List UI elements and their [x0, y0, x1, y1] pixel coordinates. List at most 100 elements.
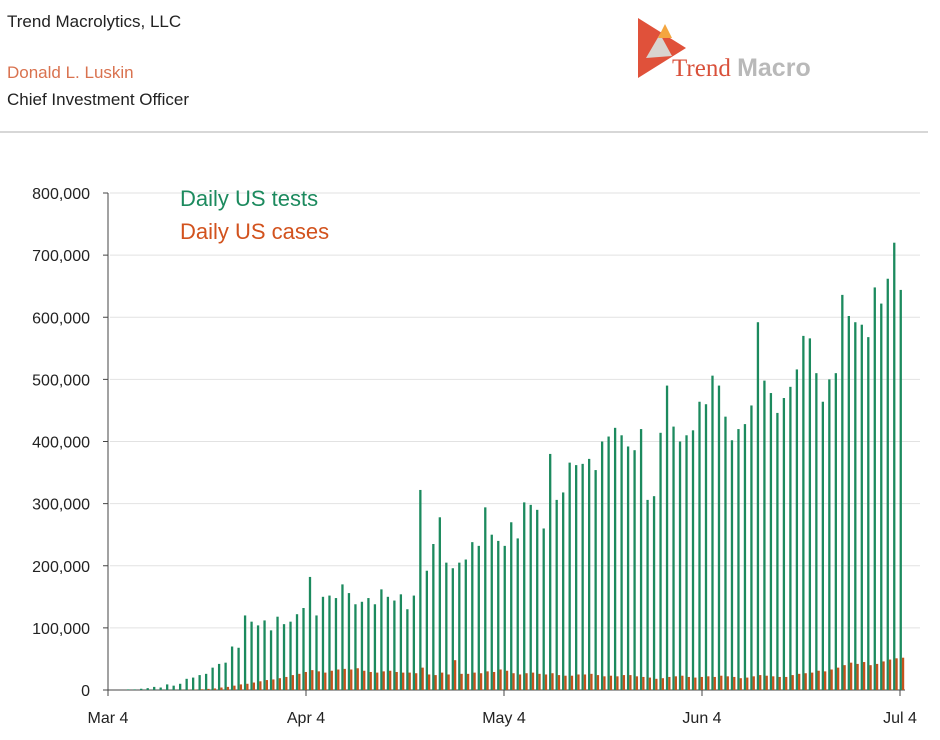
- cases-bar: [324, 672, 327, 690]
- tests-bar: [516, 538, 519, 690]
- tests-bar: [250, 621, 253, 690]
- cases-bar: [233, 685, 236, 690]
- tests-bar: [529, 504, 532, 690]
- cases-bar: [733, 676, 736, 690]
- cases-bar: [408, 672, 411, 690]
- tests-bar: [607, 436, 610, 690]
- cases-bar: [694, 677, 697, 690]
- tests-bar: [438, 517, 441, 690]
- tests-bar: [295, 614, 299, 690]
- tests-bar: [166, 684, 169, 690]
- author-role: Chief Investment Officer: [7, 90, 190, 109]
- cases-bar: [440, 672, 444, 690]
- cases-bar: [207, 688, 210, 690]
- tests-bar: [581, 463, 584, 690]
- cases-bar: [901, 657, 905, 690]
- y-tick-label: 0: [81, 683, 90, 700]
- tests-bar: [886, 278, 889, 690]
- tests-bar: [795, 369, 799, 690]
- tests-bar: [717, 385, 721, 690]
- cases-bar: [278, 678, 281, 690]
- header-divider: [0, 131, 928, 133]
- cases-bar: [668, 676, 671, 690]
- tests-bar: [204, 673, 208, 690]
- tests-cases-chart: 0 100,000 200,000 300,000 400,000 500,000 600,…: [32, 186, 920, 727]
- tests-bar: [224, 662, 227, 690]
- tests-bar: [659, 432, 662, 690]
- tests-bar: [873, 287, 876, 690]
- cases-bar: [875, 663, 879, 690]
- cases-bar: [369, 671, 372, 690]
- tests-bar: [477, 545, 480, 690]
- cases-bar: [434, 675, 437, 690]
- tests-bar: [633, 450, 636, 690]
- cases-bar: [291, 675, 294, 690]
- cases-bar: [486, 671, 489, 690]
- tests-bar: [594, 470, 597, 690]
- cases-bar: [681, 675, 684, 690]
- tests-bar: [159, 687, 162, 690]
- cases-bar: [337, 669, 340, 690]
- tests-bar: [185, 678, 188, 690]
- tests-bar: [646, 499, 649, 690]
- cases-bar: [492, 671, 496, 690]
- tests-bar: [386, 596, 390, 690]
- logo-wordmark: Trend Macro: [672, 54, 811, 83]
- cases-bar: [570, 675, 574, 690]
- cases-bar: [304, 671, 307, 690]
- cases-bar: [843, 665, 846, 690]
- cases-bar: [311, 670, 314, 690]
- tests-bar: [802, 335, 805, 690]
- tests-bar: [334, 598, 338, 690]
- tests-bar: [237, 647, 240, 690]
- tests-bar: [289, 621, 292, 690]
- tests-bar: [860, 324, 863, 690]
- tests-bar: [626, 446, 630, 690]
- tests-bar: [445, 562, 448, 690]
- x-tick-label: Jun 4: [682, 710, 721, 727]
- tests-bar: [451, 568, 454, 690]
- cases-bar: [402, 672, 405, 690]
- cases-bar: [473, 672, 476, 690]
- cases-bar: [648, 677, 652, 690]
- cases-bar: [376, 672, 379, 690]
- cases-bar: [226, 686, 230, 690]
- tests-bar: [140, 688, 143, 690]
- tests-bar: [308, 576, 312, 690]
- cases-bar: [888, 659, 892, 690]
- tests-bar: [847, 316, 850, 690]
- tests-bar: [756, 322, 760, 690]
- cases-bar: [298, 673, 301, 690]
- tests-bar: [399, 594, 403, 690]
- cases-bar: [765, 675, 768, 690]
- tests-bar: [179, 683, 182, 690]
- tests-bar: [698, 401, 701, 690]
- tests-bar: [471, 542, 474, 690]
- cases-bar: [603, 676, 606, 690]
- tests-bar: [198, 675, 201, 690]
- cases-bar: [518, 674, 522, 690]
- cases-bar: [804, 673, 807, 690]
- cases-bar: [720, 675, 723, 690]
- tests-bar: [464, 559, 467, 690]
- cases-bar: [609, 675, 613, 690]
- cases-bar: [453, 660, 457, 690]
- cases-bar: [635, 676, 639, 690]
- cases-bar: [817, 670, 820, 690]
- y-tick-label: 100,000: [32, 621, 90, 638]
- cases-bar: [557, 675, 561, 690]
- tests-bar: [562, 492, 565, 690]
- tests-bar: [127, 689, 130, 690]
- tests-bar: [243, 615, 247, 690]
- tests-bar: [639, 429, 643, 690]
- cases-bar: [421, 667, 424, 690]
- tests-bar: [425, 570, 428, 690]
- tests-bar: [153, 686, 156, 690]
- cases-bar: [596, 675, 600, 690]
- tests-bar: [373, 604, 377, 690]
- cases-bar: [427, 674, 431, 690]
- tests-bar: [613, 427, 617, 690]
- tests-bar: [652, 496, 656, 690]
- cases-bar: [531, 672, 535, 690]
- y-tick-label: 800,000: [32, 186, 90, 203]
